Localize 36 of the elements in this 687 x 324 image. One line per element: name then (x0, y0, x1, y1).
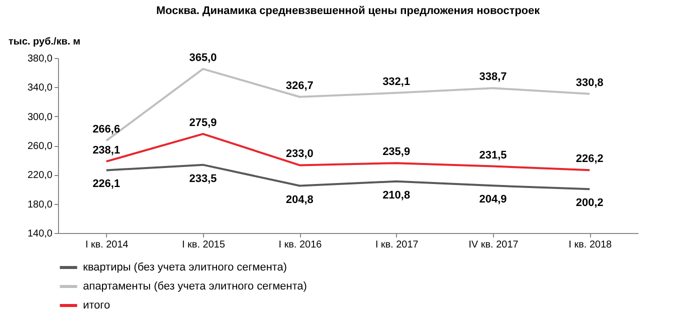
data-label: 332,1 (382, 76, 410, 88)
data-label: 233,5 (189, 172, 217, 185)
data-label: 226,2 (576, 153, 604, 166)
data-label: 365,0 (189, 52, 217, 64)
x-tick-label: I кв. 2015 (182, 240, 226, 250)
y-tick-label: 380,0 (27, 54, 53, 64)
legend-label: квартиры (без учета элитного сегмента) (83, 262, 287, 274)
y-axis-title: тыс. руб./кв. м (8, 36, 80, 48)
data-label: 200,2 (576, 197, 604, 210)
data-label: 233,0 (286, 148, 314, 160)
chart-title: Москва. Динамика средневзвешенной цены предложения новостроек (156, 5, 540, 17)
x-tick-label: I кв. 2016 (278, 240, 322, 250)
data-label: 275,9 (189, 116, 217, 129)
y-tick-label: 340,0 (27, 82, 53, 94)
x-tick-label: I кв. 2014 (85, 240, 129, 250)
x-tick-label: I кв. 2017 (375, 240, 419, 250)
y-tick-label: 300,0 (27, 112, 53, 123)
data-label: 238,1 (92, 144, 120, 156)
data-label: 326,7 (286, 80, 314, 92)
data-label: 266,6 (92, 124, 120, 136)
legend-label: итого (83, 300, 110, 312)
legend-label: апартаменты (без учета элитного сегмента) (83, 280, 307, 292)
data-label: 226,1 (92, 178, 120, 190)
data-label: 204,9 (479, 194, 507, 206)
y-tick-label: 260,0 (27, 141, 53, 152)
data-label: 235,9 (382, 146, 410, 158)
y-tick-label: 220,0 (27, 170, 53, 182)
data-label: 210,8 (382, 189, 410, 202)
y-tick-label: 140,0 (27, 228, 53, 240)
x-tick-label: I кв. 2018 (568, 240, 612, 250)
data-label: 338,7 (479, 71, 507, 84)
data-label: 231,5 (479, 149, 507, 162)
x-tick-label: IV кв. 2017 (468, 240, 519, 250)
y-tick-label: 180,0 (27, 199, 53, 210)
data-label: 204,8 (286, 194, 314, 206)
data-label: 330,8 (576, 76, 604, 89)
